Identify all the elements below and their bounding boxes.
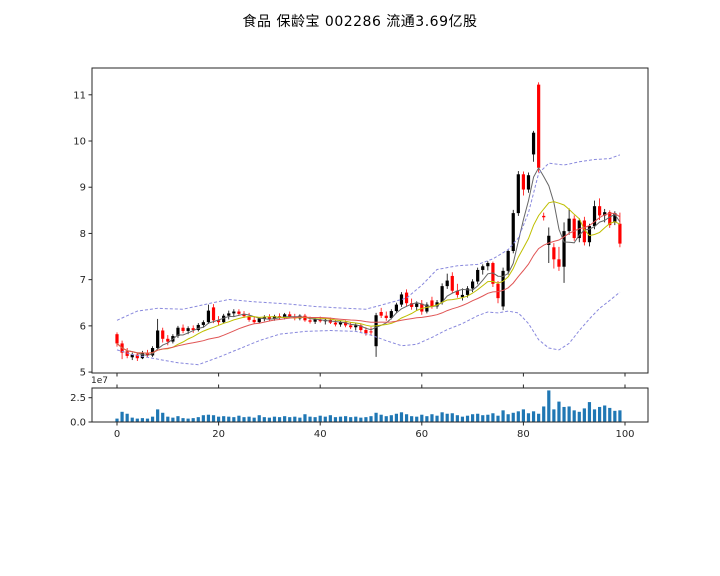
svg-text:100: 100 [615, 429, 634, 440]
bollinger-upper-band [116, 154, 621, 321]
bollinger-lower-band [116, 291, 621, 366]
candlestick-series [115, 82, 622, 361]
volume-panel-frame [91, 387, 649, 423]
volume-series [115, 390, 622, 422]
ma-10-line [116, 201, 621, 354]
svg-text:8: 8 [80, 229, 86, 240]
volume-unit-multiplier-label: 1e7 [91, 376, 108, 386]
svg-text:11: 11 [73, 90, 86, 101]
volume-y-axis: 0.0 2.5 [70, 393, 92, 429]
svg-text:0.0: 0.0 [70, 418, 86, 429]
price-panel-frame [91, 67, 649, 374]
svg-text:9: 9 [80, 183, 86, 194]
svg-text:6: 6 [80, 321, 86, 332]
ma-20-line [116, 212, 621, 354]
ma-5-line [116, 166, 621, 356]
price-y-axis: 5 6 7 8 9 10 11 [73, 90, 92, 379]
svg-text:10: 10 [73, 137, 86, 148]
svg-text:7: 7 [80, 275, 86, 286]
svg-text:80: 80 [517, 429, 530, 440]
svg-text:20: 20 [212, 429, 225, 440]
overlay-lines [116, 154, 621, 366]
svg-text:60: 60 [415, 429, 428, 440]
x-axis: 0 20 40 60 80 100 [114, 373, 635, 440]
svg-text:40: 40 [314, 429, 327, 440]
svg-text:5: 5 [80, 368, 86, 379]
svg-text:0: 0 [114, 429, 120, 440]
chart-title: 食品 保龄宝 002286 流通3.69亿股 [242, 14, 478, 30]
svg-text:2.5: 2.5 [70, 393, 86, 404]
